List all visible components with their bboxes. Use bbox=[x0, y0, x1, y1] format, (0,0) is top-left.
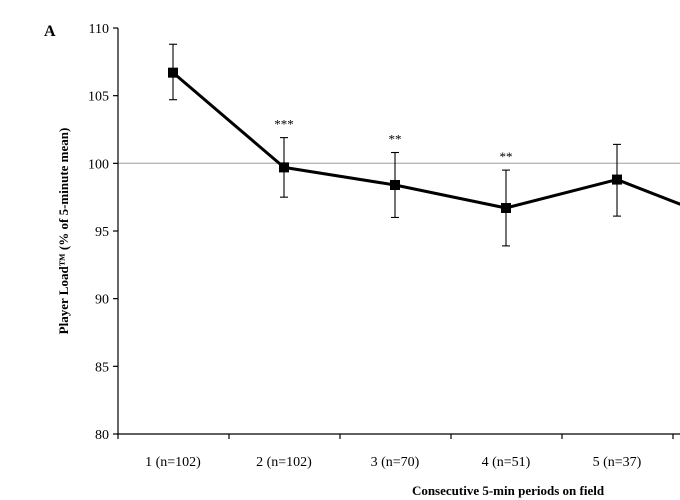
data-point bbox=[501, 202, 511, 213]
y-tick-label: 110 bbox=[89, 22, 109, 37]
significance-label: ** bbox=[389, 132, 402, 147]
y-axis-title: Player Load™ (% of 5-minute mean) bbox=[56, 128, 71, 335]
x-tick-label: 5 (n=37) bbox=[593, 455, 642, 470]
x-tick-label: 1 (n=102) bbox=[145, 455, 201, 470]
y-tick-label: 100 bbox=[88, 157, 109, 172]
y-tick-label: 90 bbox=[95, 293, 109, 308]
data-point bbox=[168, 67, 178, 78]
significance-label: ** bbox=[500, 149, 513, 164]
panel-label: A bbox=[44, 23, 56, 40]
x-axis-title: Consecutive 5-min periods on field bbox=[412, 483, 605, 498]
y-tick-label: 85 bbox=[95, 360, 109, 375]
x-tick-label: 2 (n=102) bbox=[256, 455, 312, 470]
data-point bbox=[612, 174, 622, 185]
plot-area: 80 85 90 95 100 105 110 1 (n=102) 2 (n=102) 3 (n=… bbox=[88, 22, 680, 470]
x-tick-label: 4 (n=51) bbox=[482, 455, 531, 470]
y-tick-label: 95 bbox=[95, 225, 109, 240]
data-point bbox=[279, 162, 289, 173]
data-point bbox=[390, 179, 400, 190]
y-tick-label: 80 bbox=[95, 428, 109, 443]
significance-label: *** bbox=[274, 117, 294, 132]
series-line bbox=[172, 71, 680, 210]
y-tick-label: 105 bbox=[88, 90, 109, 105]
x-tick-label: 3 (n=70) bbox=[371, 455, 420, 470]
